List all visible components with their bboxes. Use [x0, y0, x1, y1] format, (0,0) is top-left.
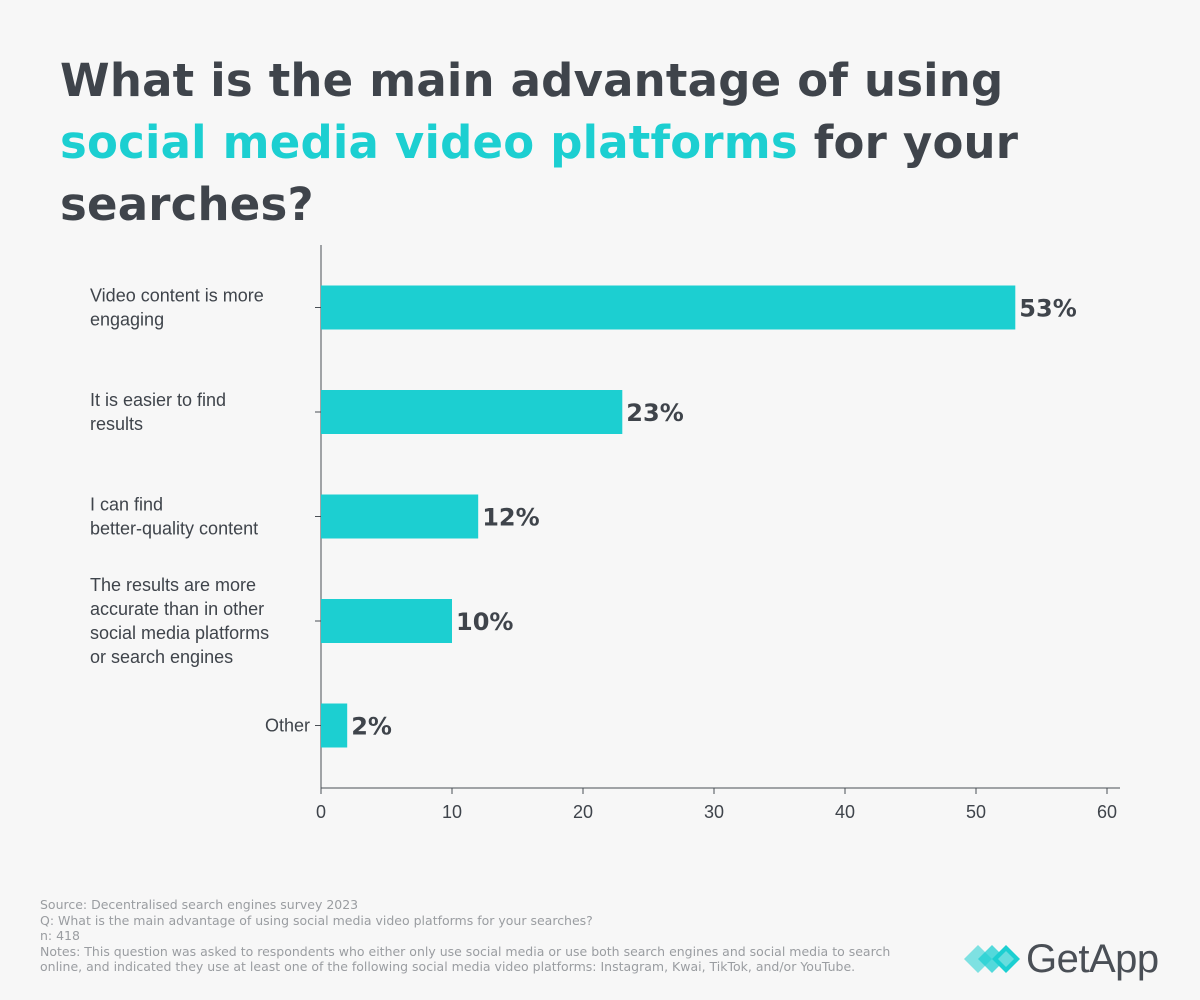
chart-title: What is the main advantage of using soci…: [60, 50, 1160, 236]
title-highlight: social media video platforms: [60, 116, 798, 169]
category-label-3: The results are more accurate than in oth…: [90, 575, 269, 667]
category-label-3-line-3: or search engines: [90, 647, 233, 667]
category-label-4: Other: [265, 716, 310, 736]
footnote-notes: Notes: This question was asked to respon…: [40, 943, 891, 975]
category-label-1-line-1: results: [90, 414, 143, 434]
category-label-0-line-0: Video content is more: [90, 286, 264, 306]
bar-4: [321, 703, 348, 748]
footnotes: Source: Decentralised search engines sur…: [40, 897, 900, 975]
value-label-3: 10%: [456, 608, 513, 636]
footnote-n: n: 418: [40, 928, 80, 943]
x-tick-label-4: 40: [835, 802, 855, 822]
title-part-2: for your searches?: [60, 116, 1019, 231]
x-tick-label-0: 0: [316, 802, 326, 822]
x-tick-label-1: 10: [442, 802, 462, 822]
category-label-3-line-2: social media platforms: [90, 623, 269, 643]
category-label-3-line-1: accurate than in other: [90, 599, 264, 619]
category-label-2-line-0: I can find: [90, 495, 163, 515]
value-label-2: 12%: [482, 504, 539, 532]
bar-3: [321, 599, 452, 643]
bar-1: [321, 390, 623, 434]
bar-2: [321, 494, 479, 539]
title-part-1: What is the main advantage of using: [60, 54, 1004, 107]
value-label-4: 2%: [351, 713, 392, 741]
category-label-3-line-0: The results are more: [90, 575, 256, 595]
value-label-0: 53%: [1019, 295, 1076, 323]
x-tick-label-3: 30: [704, 802, 724, 822]
footnote-source: Source: Decentralised search engines sur…: [40, 897, 359, 912]
value-label-1: 23%: [626, 399, 683, 427]
category-label-0: Video content is more engaging: [90, 286, 264, 330]
category-label-1: It is easier to find results: [90, 390, 226, 434]
category-label-1-line-0: It is easier to find: [90, 390, 226, 410]
logo-text: GetApp: [1026, 936, 1159, 981]
footnote-question: Q: What is the main advantage of using s…: [40, 912, 593, 928]
category-label-4-line-0: Other: [265, 716, 310, 736]
bar-0: [321, 285, 1016, 330]
x-tick-label-6: 60: [1097, 802, 1117, 822]
category-label-2-line-1: better-quality content: [90, 519, 258, 539]
category-label-0-line-1: engaging: [90, 310, 164, 330]
bar-chart: 53% Video content is more engaging 23% It is…: [90, 245, 1120, 822]
x-tick-label-2: 20: [573, 802, 593, 822]
category-label-2: I can find better-quality content: [90, 495, 258, 539]
x-tick-label-5: 50: [966, 802, 986, 822]
getapp-chevrons-icon: [964, 945, 1020, 973]
getapp-logo: GetApp: [962, 934, 1172, 984]
